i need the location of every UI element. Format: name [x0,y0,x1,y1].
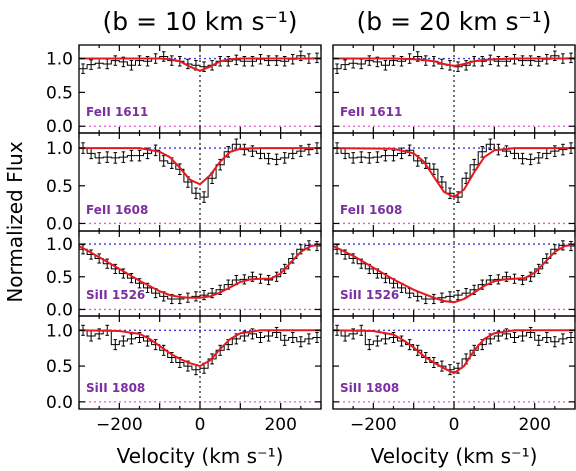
flux-data-histogram [333,244,575,300]
model-fit-curve [79,147,321,186]
flux-data-histogram [79,55,321,70]
panel-c1-r0: FeII 1611 [332,44,576,134]
ion-line-label: FeII 1608 [86,203,148,217]
flux-data-histogram [79,143,321,198]
model-fit-curve [79,57,321,72]
model-fit-curve [332,329,575,375]
x-tick-label: 0 [195,415,206,435]
x-tick-label: 200 [518,415,550,435]
y-tick-label: 1.0 [46,50,73,70]
column-title-left: (b = 10 km s⁻¹) [103,7,298,36]
y-tick-label: 0.0 [46,300,73,320]
ion-line-label: SiII 1808 [340,381,399,395]
ion-line-label: FeII 1611 [340,105,402,119]
x-tick-label: 0 [449,415,460,435]
y-tick-label: 1.0 [46,235,73,255]
x-tick-label: −200 [96,415,143,435]
panel-c0-r2: 0.0 0.5 1.0 SiII 1526 [46,230,322,320]
x-tick-label: −200 [350,415,397,435]
panel-c1-r2: SiII 1526 [332,230,576,317]
y-tick-label: 0.5 [46,268,73,288]
y-tick-label: 0.5 [46,357,73,377]
y-tick-label: 0.5 [46,83,73,103]
panel-c0-r1: 0.0 0.5 1.0 FeII 1608 [46,132,322,234]
ion-line-label: SiII 1808 [86,381,145,395]
x-axis-label-right: Velocity (km s⁻¹) [371,444,538,468]
y-tick-label: 0.5 [46,177,73,197]
x-tick-label: 200 [264,415,296,435]
y-tick-label: 0.0 [46,214,73,234]
ion-line-label: FeII 1611 [86,105,148,119]
ion-line-label: SiII 1526 [86,288,145,302]
column-title-right: (b = 20 km s⁻¹) [357,7,552,36]
y-tick-label: 0.0 [46,117,73,137]
panel-c0-r3: 0.0 0.5 1.0 −200 0 200 SiII 1808 [46,315,322,435]
ion-line-label: SiII 1526 [340,288,399,302]
y-tick-label: 0.0 [46,393,73,413]
model-fit-curve [78,243,322,299]
model-fit-curve [78,329,321,368]
y-tick-label: 1.0 [46,321,73,341]
ion-line-label: FeII 1608 [340,203,402,217]
panel-c0-r0: 0.0 0.5 1.0 FeII 1611 [46,44,322,137]
model-fit-curve [332,147,575,199]
flux-data-histogram [79,329,321,371]
panel-c1-r3: −200 0 200 SiII 1808 [332,315,576,435]
y-tick-label: 1.0 [46,139,73,159]
panel-c1-r1: FeII 1608 [332,132,576,232]
model-fit-curve [332,243,576,304]
flux-data-histogram [333,329,575,371]
model-fit-curve [333,57,575,68]
x-axis-label-left: Velocity (km s⁻¹) [117,444,284,468]
y-axis-label: Normalized Flux [3,141,27,303]
